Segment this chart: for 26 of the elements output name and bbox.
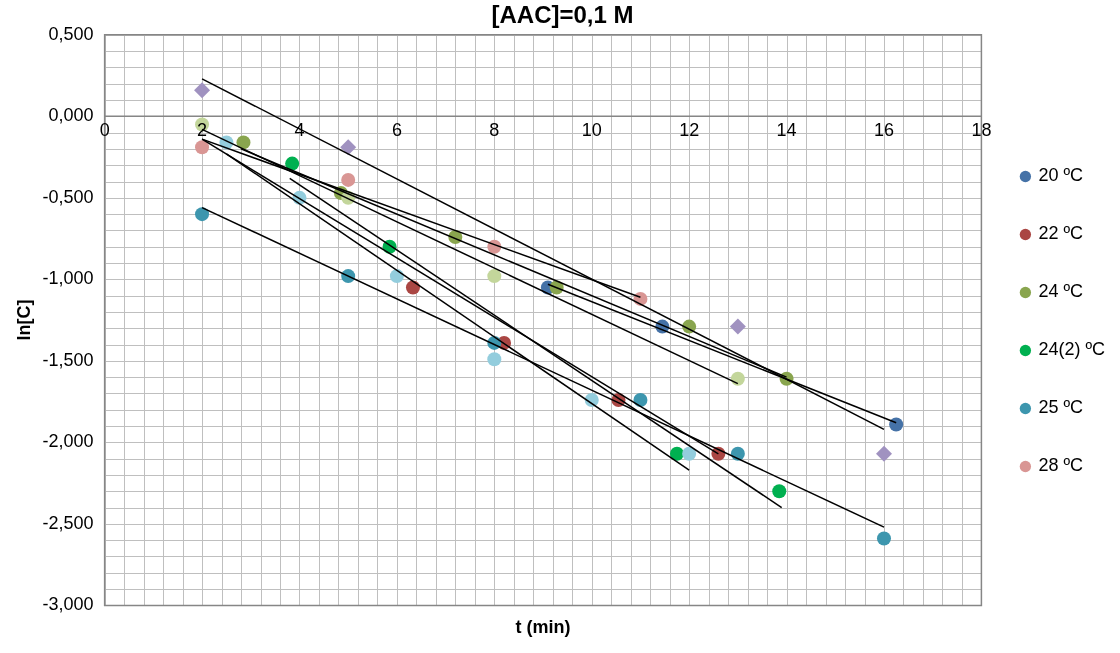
legend-label: 20 ºC: [1038, 165, 1084, 186]
legend-label: 24(2) ºC: [1038, 339, 1106, 360]
y-tick-label: -1,000: [42, 268, 94, 289]
y-tick-label: -2,000: [42, 431, 94, 452]
legend-label: 28 ºC: [1038, 455, 1084, 476]
x-tick-label: 18: [971, 120, 992, 141]
chart-title: [AAC]=0,1 M: [491, 1, 634, 29]
y-tick-label: 0,000: [48, 105, 94, 126]
x-tick-label: 6: [391, 120, 402, 141]
legend-label: 22 ºC: [1038, 223, 1084, 244]
x-tick-label: 10: [581, 120, 602, 141]
y-tick-label: -2,500: [42, 512, 94, 533]
x-tick-label: 8: [489, 120, 500, 141]
y-tick-label: -0,500: [42, 186, 94, 207]
y-tick-label: -3,000: [42, 594, 94, 615]
x-tick-label: 14: [776, 120, 797, 141]
y-axis-title: ln[C]: [13, 299, 34, 341]
x-tick-label: 16: [873, 120, 894, 141]
legend-label: 24 ºC: [1038, 281, 1084, 302]
y-tick-label: -1,500: [42, 349, 94, 370]
x-tick-label: 12: [679, 120, 700, 141]
x-tick-label: 0: [99, 120, 110, 141]
x-axis-title: t (min): [515, 617, 571, 638]
x-tick-label: 2: [197, 120, 208, 141]
legend-label: 25 ºC: [1038, 397, 1084, 418]
y-tick-label: 0,500: [48, 23, 94, 44]
